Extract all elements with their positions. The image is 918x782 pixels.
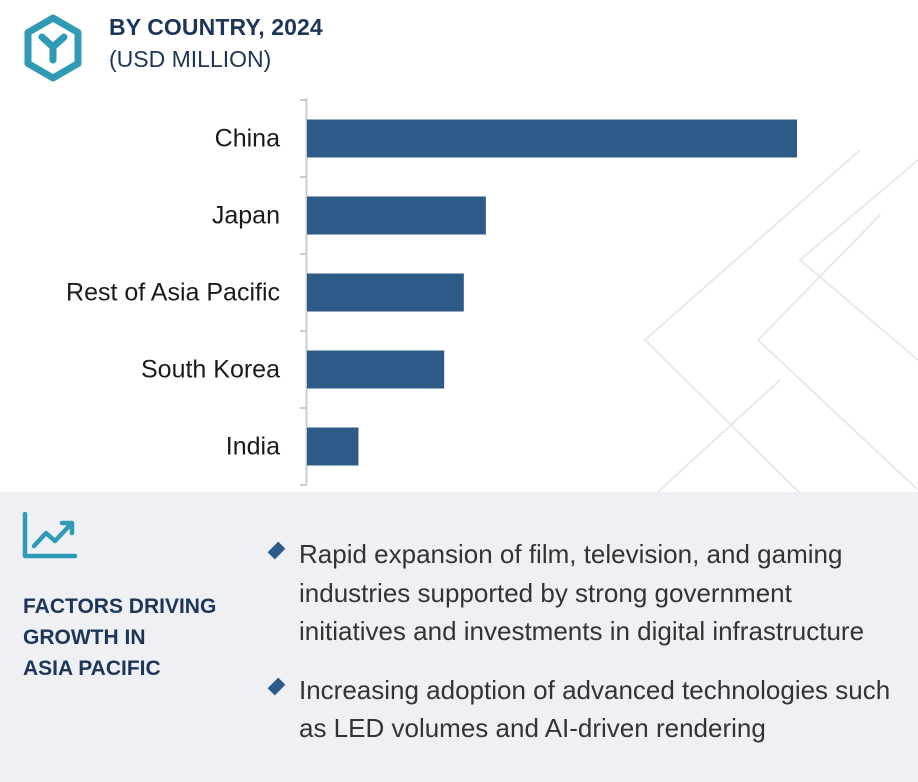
bar-rest-of-asia-pacific [307,273,464,312]
chart-title: BY COUNTRY, 2024 [109,14,323,40]
category-label: India [226,433,280,461]
bar-china [307,119,797,158]
category-label: South Korea [141,356,280,384]
category-label: Japan [212,202,280,230]
factors-list: Rapid expansion of film, television, and… [267,535,900,768]
factors-title-line: GROWTH IN [23,626,146,649]
diamond-bullet-icon [267,541,286,560]
factor-item: Rapid expansion of film, television, and… [267,535,900,651]
diamond-bullet-icon [267,677,286,695]
bar-japan [307,196,486,235]
factors-title: FACTORS DRIVING GROWTH IN ASIA PACIFIC [23,591,253,684]
factors-title-line: FACTORS DRIVING [23,595,217,618]
factor-item: Increasing adoption of advanced technolo… [267,671,900,748]
bar-south-korea [307,350,445,389]
trend-chart-icon [22,512,78,559]
bar-chart: China Japan Rest of Asia Pacific South Kore… [66,98,797,486]
factors-panel: FACTORS DRIVING GROWTH IN ASIA PACIFIC R… [0,492,918,782]
factor-text: Increasing adoption of advanced technolo… [299,674,891,744]
chart-header: BY COUNTRY, 2024 (USD MILLION) [0,0,918,90]
factor-text: Rapid expansion of film, television, and… [299,539,865,646]
chart-subtitle: (USD MILLION) [109,46,272,72]
factors-title-line: ASIA PACIFIC [23,657,161,680]
hexagon-y-logo-icon [24,14,82,82]
category-label: Rest of Asia Pacific [66,279,280,307]
category-label: China [215,125,280,153]
bar-india [307,427,359,466]
